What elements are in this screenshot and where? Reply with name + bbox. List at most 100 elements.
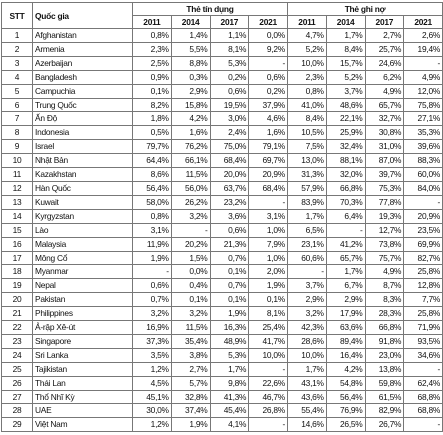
value-cell: 8,7% xyxy=(364,278,405,294)
row-number: 15 xyxy=(1,222,33,238)
value-cell: 5,7% xyxy=(170,375,211,391)
value-cell: 82,7% xyxy=(403,250,443,266)
value-cell: 5,2% xyxy=(287,41,327,57)
year-header: 2021 xyxy=(403,15,443,29)
value-cell: 4,9% xyxy=(364,83,405,99)
value-cell: 28,6% xyxy=(287,333,327,349)
value-cell: 91,8% xyxy=(364,333,405,349)
value-cell: - xyxy=(403,194,443,210)
value-cell: 35,4% xyxy=(170,333,211,349)
value-cell: 12,7% xyxy=(364,222,405,238)
row-number: 22 xyxy=(1,320,33,335)
value-cell: 76,9% xyxy=(325,403,366,419)
table-row: 16 Malaysia 11,9% 20,2% 21,3% 7,9% 23,1% 41,2% 7… xyxy=(1,236,443,252)
row-number: 18 xyxy=(1,264,33,280)
value-cell: 0,1% xyxy=(132,83,172,99)
table-row: 4 Bangladesh 0,9% 0,3% 0,2% 0,6% 2,3% 5,2% 6,2% 4… xyxy=(1,69,443,85)
value-cell: 0,8% xyxy=(132,28,172,43)
value-cell: 48,9% xyxy=(209,333,250,349)
value-cell: 1,5% xyxy=(170,250,211,266)
value-cell: 19,5% xyxy=(209,97,250,113)
value-cell: 3,7% xyxy=(325,83,366,99)
value-cell: 25,4% xyxy=(248,320,288,335)
value-cell: 4,2% xyxy=(170,111,211,127)
year-header: 2017 xyxy=(364,15,405,29)
value-cell: 5,2% xyxy=(325,69,366,85)
country-name: Azerbaijan xyxy=(32,55,133,71)
value-cell: 12,8% xyxy=(403,278,443,294)
value-cell: 2,9% xyxy=(170,83,211,99)
value-cell: 43,1% xyxy=(287,375,327,391)
row-number: 10 xyxy=(1,153,33,169)
value-cell: 0,3% xyxy=(170,69,211,85)
value-cell: 37,4% xyxy=(170,403,211,419)
country-name: Thổ Nhĩ Kỳ xyxy=(32,389,133,405)
value-cell: 11,5% xyxy=(170,320,211,335)
country-name: Hàn Quốc xyxy=(32,180,133,196)
value-cell: 19,4% xyxy=(403,41,443,57)
value-cell: 60,6% xyxy=(287,250,327,266)
row-number: 26 xyxy=(1,375,33,391)
value-cell: 6,4% xyxy=(325,208,366,224)
value-cell: 21,3% xyxy=(209,236,250,252)
value-cell: 1,7% xyxy=(325,264,366,280)
value-cell: 8,3% xyxy=(364,292,405,308)
row-number: 9 xyxy=(1,139,33,155)
country-name: Trung Quốc xyxy=(32,97,133,113)
value-cell: 0,6% xyxy=(209,83,250,99)
country-name: Tajikistan xyxy=(32,361,133,377)
row-number: 21 xyxy=(1,306,33,322)
row-number: 20 xyxy=(1,292,33,308)
value-cell: 12,0% xyxy=(403,83,443,99)
table-row: 17 Mông Cổ 1,9% 1,5% 0,7% 1,0% 60,6% 65,7% 75,7%… xyxy=(1,250,443,266)
value-cell: 48,6% xyxy=(325,97,366,113)
value-cell: 68,4% xyxy=(209,153,250,169)
country-name: Thái Lan xyxy=(32,375,133,391)
value-cell: 1,0% xyxy=(248,222,288,238)
row-number: 23 xyxy=(1,333,33,349)
value-cell: 3,0% xyxy=(209,111,250,127)
row-number: 16 xyxy=(1,236,33,252)
value-cell: 8,4% xyxy=(325,41,366,57)
table-row: 19 Nepal 0,6% 0,4% 0,7% 1,9% 3,7% 6,7% 8,7% 12,8% xyxy=(1,278,443,294)
value-cell: 63,7% xyxy=(209,180,250,196)
year-header: 2021 xyxy=(248,15,288,29)
value-cell: - xyxy=(403,55,443,71)
value-cell: - xyxy=(248,55,288,71)
value-cell: 25,8% xyxy=(403,264,443,280)
value-cell: 3,1% xyxy=(132,222,172,238)
value-cell: 1,9% xyxy=(170,417,211,433)
value-cell: - xyxy=(248,361,288,377)
value-cell: 0,0% xyxy=(170,264,211,280)
table-row: 13 Kuwait 58,0% 26,2% 23,2% -83,9% 70,3% 77,8% - xyxy=(1,194,443,210)
table-row: 5 Campuchia 0,1% 2,9% 0,6% 0,2% 0,8% 3,7% 4,9% 12… xyxy=(1,83,443,99)
table-row: 2 Armenia 2,3% 5,5% 8,1% 9,2% 5,2% 8,4% 25,7% 19,… xyxy=(1,41,443,57)
value-cell: 23,5% xyxy=(403,222,443,238)
country-name: Kuwait xyxy=(32,194,133,210)
value-cell: 11,5% xyxy=(170,167,211,182)
value-cell: 68,4% xyxy=(248,180,288,196)
value-cell: 41,3% xyxy=(209,389,250,405)
value-cell: 23,1% xyxy=(287,236,327,252)
value-cell: 39,6% xyxy=(403,139,443,155)
row-number: 4 xyxy=(1,69,33,85)
value-cell: 41,0% xyxy=(287,97,327,113)
value-cell: 32,0% xyxy=(325,167,366,182)
value-cell: 15,7% xyxy=(325,55,366,71)
value-cell: - xyxy=(170,222,211,238)
table-row: 9 Israel 79,7% 76,2% 75,0% 79,1% 7,5% 32,4% 31,0… xyxy=(1,139,443,155)
row-number: 28 xyxy=(1,403,33,419)
value-cell: 71,9% xyxy=(403,320,443,335)
value-cell: 1,7% xyxy=(209,361,250,377)
value-cell: 89,4% xyxy=(325,333,366,349)
value-cell: 5,3% xyxy=(209,347,250,363)
value-cell: 66,1% xyxy=(170,153,211,169)
value-cell: 9,8% xyxy=(209,375,250,391)
year-header: 2014 xyxy=(325,15,366,29)
value-cell: 10,0% xyxy=(287,347,327,363)
value-cell: 8,4% xyxy=(287,111,327,127)
value-cell: 3,6% xyxy=(209,208,250,224)
value-cell: 1,7% xyxy=(325,28,366,43)
value-cell: 55,4% xyxy=(287,403,327,419)
value-cell: 3,1% xyxy=(248,208,288,224)
